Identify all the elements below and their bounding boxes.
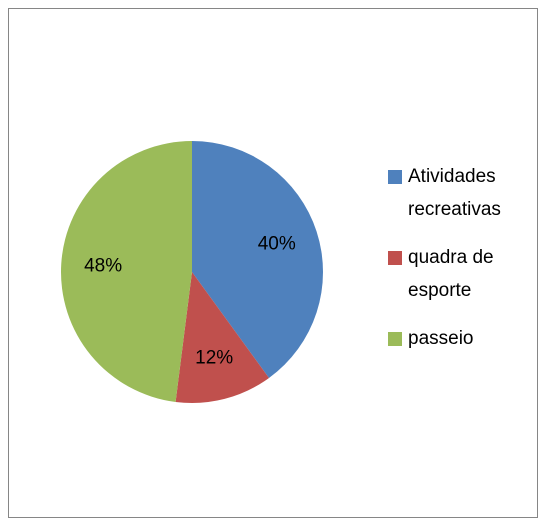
- pie-slice: [175, 272, 269, 403]
- data-label: 40%: [258, 233, 296, 254]
- legend-swatch: [388, 332, 402, 346]
- legend-swatch: [388, 251, 402, 265]
- legend-swatch: [388, 170, 402, 184]
- legend-label: Atividades recreativas: [408, 166, 501, 220]
- data-label: 48%: [84, 255, 122, 276]
- pie-slice: [60, 141, 192, 402]
- legend-label: passeio: [408, 328, 474, 349]
- pie-slice: [192, 141, 323, 378]
- data-label: 12%: [195, 347, 233, 368]
- legend-label: quadra de esporte: [408, 247, 494, 301]
